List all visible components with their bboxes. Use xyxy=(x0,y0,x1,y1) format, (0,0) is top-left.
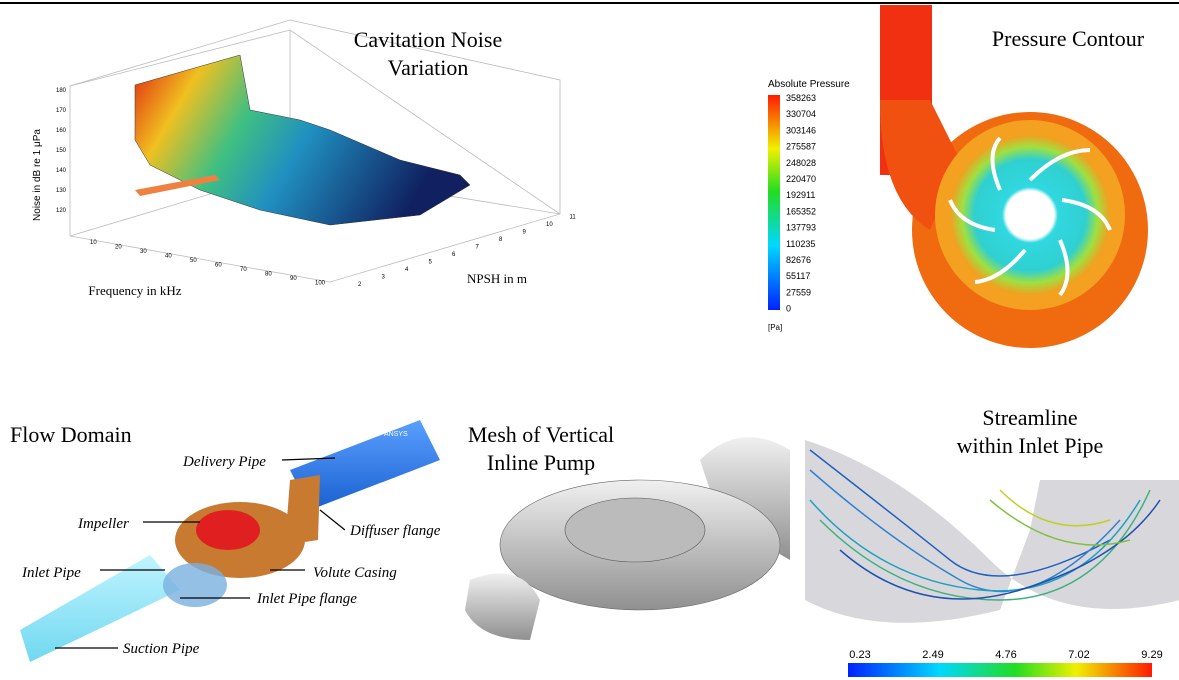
x-tick-label: 50 xyxy=(190,258,197,264)
noise-surface xyxy=(135,55,470,225)
x-tick-label: 20 xyxy=(115,245,122,251)
pressure-title: Pressure Contour xyxy=(992,26,1145,51)
x-tick-label: 80 xyxy=(265,272,272,278)
ansys-logo: ANSYS xyxy=(384,431,408,438)
mesh-title: Inline Pump xyxy=(487,450,595,475)
mesh-title: Mesh of Vertical xyxy=(468,422,614,447)
y-tick-label: 120 xyxy=(56,208,67,214)
cavitation-title: Variation xyxy=(388,55,469,80)
flow-domain-title: Flow Domain xyxy=(10,422,132,447)
z-tick-label: 3 xyxy=(382,275,386,281)
legend-value: 358263 xyxy=(786,93,816,103)
part-label: Diffuser flange xyxy=(349,523,441,539)
mesh-impeller xyxy=(565,498,705,562)
z-tick-label: 11 xyxy=(570,215,577,221)
y-tick-label: 150 xyxy=(56,148,67,154)
z-tick-label: 10 xyxy=(546,222,553,228)
streamline-title: Streamline xyxy=(982,405,1077,430)
part-label: Inlet Pipe flange xyxy=(256,591,357,607)
z-tick-label: 9 xyxy=(523,230,527,236)
z-tick-label: 2 xyxy=(358,282,362,288)
speed-colorbar xyxy=(848,663,1152,677)
legend-value: 55117 xyxy=(786,271,810,281)
page: Cavitation Noise Variation Noise in dB r… xyxy=(0,0,1179,680)
legend-value: 27559 xyxy=(786,287,811,297)
legend-value: 192911 xyxy=(786,190,815,200)
legend-value: 137793 xyxy=(786,223,816,233)
legend-value: 330704 xyxy=(786,109,816,119)
y-axis-label: Noise in dB re 1 μPa xyxy=(32,129,43,221)
x-axis-label: Frequency in kHz xyxy=(88,283,181,298)
x-tick-label: 30 xyxy=(140,249,147,255)
x-tick-label: 40 xyxy=(165,254,172,260)
part-label: Suction Pipe xyxy=(123,641,200,657)
x-tick-label: 100 xyxy=(315,281,326,287)
z-tick-label: 5 xyxy=(429,260,433,266)
legend-value: 248028 xyxy=(786,158,816,168)
legend-value: 303146 xyxy=(786,125,816,135)
figure: Cavitation Noise Variation Noise in dB r… xyxy=(0,0,1179,680)
z-tick-label: 4 xyxy=(405,267,409,273)
colorbar-tick-label: 4.76 xyxy=(995,649,1016,661)
part-label: Delivery Pipe xyxy=(182,454,266,470)
legend-value: 275587 xyxy=(786,142,816,152)
x-tick-label: 60 xyxy=(215,263,222,269)
x-tick-label: 90 xyxy=(290,276,297,282)
diffuser xyxy=(285,475,320,545)
legend-value: 82676 xyxy=(786,255,811,265)
legend-unit: [Pa] xyxy=(768,323,782,332)
colorbar-tick-label: 2.49 xyxy=(922,649,943,661)
y-tick-label: 130 xyxy=(56,188,67,194)
colorbar-tick-label: 0.23 xyxy=(849,649,870,661)
pipe-surface xyxy=(805,440,1179,623)
part-label: Volute Casing xyxy=(313,565,397,581)
z-tick-label: 8 xyxy=(499,237,503,243)
legend-value: 165352 xyxy=(786,206,816,216)
streamline-title: within Inlet Pipe xyxy=(957,433,1104,458)
z-tick-label: 7 xyxy=(476,245,480,251)
x-tick-label: 10 xyxy=(90,240,97,246)
colorbar-tick-label: 7.02 xyxy=(1068,649,1089,661)
pressure-colorbar xyxy=(768,95,780,310)
legend-value: 0 xyxy=(786,304,791,314)
part-label: Impeller xyxy=(77,516,129,532)
z-tick-label: 6 xyxy=(452,252,456,258)
impeller xyxy=(196,510,260,550)
legend-value: 220470 xyxy=(786,174,816,184)
y-tick-label: 140 xyxy=(56,168,67,174)
legend-title: Absolute Pressure xyxy=(768,79,850,90)
y-tick-label: 180 xyxy=(56,88,67,94)
z-axis-label: NPSH in m xyxy=(467,271,527,286)
y-tick-label: 160 xyxy=(56,128,67,134)
x-tick-label: 70 xyxy=(240,267,247,273)
hub xyxy=(1006,191,1054,239)
cavitation-title: Cavitation Noise xyxy=(354,27,502,52)
inlet-flange xyxy=(163,563,227,607)
colorbar-tick-label: 9.29 xyxy=(1141,649,1162,661)
part-label: Inlet Pipe xyxy=(21,565,81,581)
colorbar-ticks: 0.23 2.49 4.76 7.02 9.29 xyxy=(849,649,1162,661)
y-tick-label: 170 xyxy=(56,108,67,114)
legend-value: 110235 xyxy=(786,239,815,249)
